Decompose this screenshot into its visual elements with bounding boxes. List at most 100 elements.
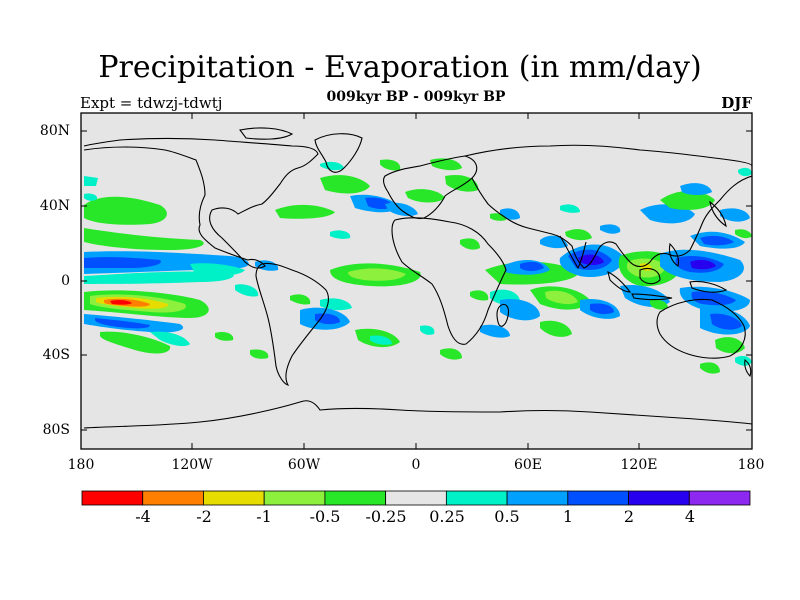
axis-ticks [81, 113, 752, 449]
contour-region [235, 284, 259, 297]
contour-region [600, 224, 621, 234]
colorbar-label: 0.5 [494, 507, 520, 526]
contour-region [715, 337, 745, 354]
contour-region [380, 159, 401, 171]
contour-region [275, 204, 335, 219]
colorbar-label: 0.25 [429, 507, 465, 526]
contour-region [420, 325, 435, 335]
contour-region [315, 313, 340, 325]
lat-tick-label: 40N [39, 198, 70, 214]
colorbar-label: -2 [196, 507, 212, 526]
contour-region [190, 263, 245, 277]
contour-region [690, 259, 716, 270]
contour-region [565, 229, 592, 241]
coastline-australia [656, 298, 746, 359]
coastline-madagascar [496, 303, 509, 327]
contour-region [95, 318, 150, 329]
lat-tick-label: 80S [42, 422, 70, 438]
lon-tick-label: 120E [620, 457, 658, 473]
contour-region [700, 362, 720, 374]
field-contours [84, 158, 752, 374]
contour-region [500, 298, 540, 321]
colorbar-box [688, 490, 751, 506]
lat-tick-label: 0 [61, 273, 70, 289]
lon-tick-label: 60E [513, 457, 543, 473]
contour-region [84, 176, 98, 186]
colorbar-box [567, 490, 629, 506]
contour-region [84, 228, 204, 250]
plot-title: Precipitation - Evaporation (in mm/day) [98, 50, 702, 85]
colorbar-label: -4 [135, 507, 151, 526]
contour-region [100, 331, 171, 354]
colorbar-box [385, 490, 447, 506]
contour-region [84, 193, 98, 201]
colorbar-label: -1 [256, 507, 272, 526]
colorbar-box [263, 490, 326, 506]
colorbar-box [628, 490, 690, 506]
contour-region [700, 235, 734, 246]
contour-region [540, 235, 568, 249]
coastline-africa [391, 217, 507, 345]
colorbar-box [142, 490, 204, 506]
contour-region [440, 348, 462, 360]
contour-region [680, 183, 712, 195]
lon-tick-label: 0 [411, 457, 421, 473]
season-label: DJF [721, 94, 752, 112]
coastline-java [631, 293, 673, 301]
contour-region [735, 229, 752, 239]
contour-region [480, 324, 510, 338]
coastline-asia [464, 144, 752, 269]
experiment-label: Expt = tdwzj-tdwtj [80, 94, 223, 112]
contour-region [545, 290, 578, 305]
contour-region [255, 260, 279, 271]
plot-subtitle: 009kyr BP - 009kyr BP [326, 89, 506, 105]
contour-region [348, 268, 406, 281]
contour-region [320, 175, 370, 194]
coastline-north-america [83, 137, 319, 269]
coastline-philippines [668, 242, 680, 267]
lat-tick-label: 40S [42, 347, 70, 363]
lon-tick-label: 60W [287, 457, 321, 473]
contour-region [470, 290, 489, 301]
colorbar-label: 2 [623, 507, 635, 526]
contour-region [250, 349, 269, 359]
colorbar-box [81, 490, 144, 506]
contour-region [370, 335, 392, 345]
contour-region [84, 271, 234, 284]
colorbar-box [506, 490, 569, 506]
contour-region [578, 254, 604, 265]
contour-region [590, 303, 614, 315]
colorbar-label: -0.25 [365, 507, 407, 526]
contour-region [385, 202, 418, 217]
contour-region [330, 230, 351, 239]
coastlines [83, 127, 752, 429]
contour-region [540, 320, 572, 337]
lon-tick-label: 180 [67, 457, 95, 473]
coastline-india [559, 235, 587, 270]
coastline-japan [709, 200, 727, 228]
contour-region [520, 261, 544, 271]
contour-region [738, 167, 752, 177]
coastline-antarctica [83, 400, 752, 429]
lon-tick-label: 180 [737, 457, 765, 473]
coastline-arctic-islands [239, 127, 294, 140]
colorbar-label: 4 [684, 507, 696, 526]
contour-region [720, 208, 750, 222]
colorbar-box [445, 490, 508, 506]
coastline-new-guinea [689, 280, 728, 293]
contour-region [110, 299, 132, 305]
colorbar-label: 1 [562, 507, 574, 526]
contour-region [84, 196, 167, 225]
colorbar-box [324, 490, 387, 506]
contour-region [445, 174, 479, 192]
lon-tick-label: 120W [171, 457, 213, 473]
coastline-europe [383, 155, 478, 220]
contour-region [215, 331, 234, 341]
lat-tick-label: 80N [39, 123, 70, 139]
coastline-sumatra [607, 270, 632, 293]
coastline-south-america [255, 262, 329, 386]
contour-region [660, 190, 715, 210]
contour-region [650, 299, 668, 310]
contour-region [691, 291, 736, 306]
contour-region [84, 257, 161, 268]
